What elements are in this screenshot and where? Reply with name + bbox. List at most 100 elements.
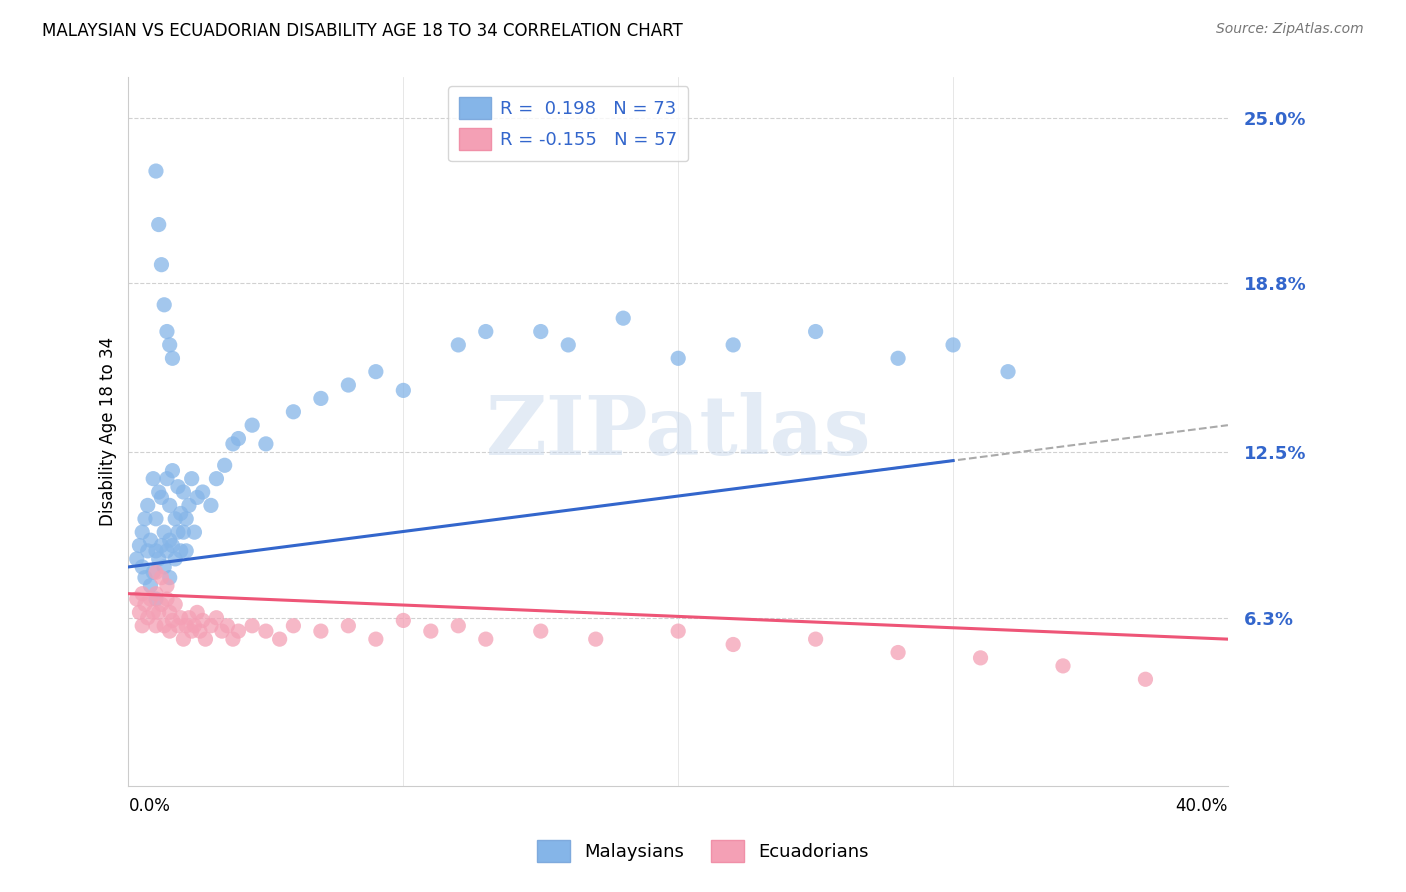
Point xyxy=(191,485,214,500)
Point xyxy=(337,619,360,633)
Point xyxy=(145,592,167,607)
Point xyxy=(186,491,208,505)
Point xyxy=(167,619,190,633)
Legend: R =  0.198   N = 73, R = -0.155   N = 57: R = 0.198 N = 73, R = -0.155 N = 57 xyxy=(449,87,689,161)
Point xyxy=(162,614,184,628)
Point xyxy=(153,619,176,633)
Point xyxy=(392,614,415,628)
Point xyxy=(148,218,170,232)
Point xyxy=(222,632,245,647)
Point xyxy=(167,525,190,540)
Point xyxy=(447,338,470,352)
Point xyxy=(612,311,634,326)
Point xyxy=(131,587,153,601)
Point xyxy=(174,544,197,558)
Point xyxy=(177,499,200,513)
Point xyxy=(666,351,689,366)
Point xyxy=(804,325,827,339)
Point xyxy=(475,325,498,339)
Text: Source: ZipAtlas.com: Source: ZipAtlas.com xyxy=(1216,22,1364,37)
Point xyxy=(165,512,187,526)
Point xyxy=(150,571,173,585)
Point xyxy=(887,351,910,366)
Point xyxy=(721,338,744,352)
Point xyxy=(228,624,250,639)
Point xyxy=(159,499,181,513)
Point xyxy=(254,437,277,451)
Point xyxy=(172,525,194,540)
Point xyxy=(142,566,165,580)
Point xyxy=(942,338,965,352)
Point xyxy=(162,351,184,366)
Point xyxy=(183,619,205,633)
Point xyxy=(172,485,194,500)
Point xyxy=(804,632,827,647)
Point xyxy=(240,418,263,433)
Point xyxy=(392,384,415,398)
Point xyxy=(217,619,239,633)
Point xyxy=(134,512,156,526)
Point xyxy=(134,598,156,612)
Point xyxy=(145,587,167,601)
Point xyxy=(530,624,553,639)
Text: ZIPatlas: ZIPatlas xyxy=(485,392,870,472)
Point xyxy=(148,485,170,500)
Point xyxy=(156,592,179,607)
Point xyxy=(186,606,208,620)
Point xyxy=(131,525,153,540)
Point xyxy=(228,432,250,446)
Point xyxy=(162,539,184,553)
Point xyxy=(240,619,263,633)
Point xyxy=(180,624,202,639)
Point xyxy=(183,525,205,540)
Point xyxy=(145,544,167,558)
Point xyxy=(125,592,148,607)
Point xyxy=(150,258,173,272)
Point xyxy=(254,624,277,639)
Point xyxy=(145,512,167,526)
Point xyxy=(142,472,165,486)
Point xyxy=(156,544,179,558)
Point xyxy=(419,624,441,639)
Point xyxy=(194,632,217,647)
Point xyxy=(180,472,202,486)
Point xyxy=(148,552,170,566)
Point xyxy=(283,619,305,633)
Point xyxy=(214,458,236,473)
Point xyxy=(153,525,176,540)
Point xyxy=(136,611,159,625)
Point xyxy=(364,365,387,379)
Point xyxy=(475,632,498,647)
Point xyxy=(447,619,470,633)
Point xyxy=(205,611,228,625)
Point xyxy=(174,619,197,633)
Point xyxy=(188,624,211,639)
Point xyxy=(170,507,193,521)
Point xyxy=(131,619,153,633)
Point xyxy=(172,632,194,647)
Point xyxy=(128,539,150,553)
Text: 0.0%: 0.0% xyxy=(128,797,170,815)
Point xyxy=(136,544,159,558)
Point xyxy=(666,624,689,639)
Point xyxy=(150,598,173,612)
Point xyxy=(150,539,173,553)
Legend: Malaysians, Ecuadorians: Malaysians, Ecuadorians xyxy=(530,833,876,870)
Point xyxy=(969,651,991,665)
Point xyxy=(557,338,579,352)
Point xyxy=(997,365,1019,379)
Point xyxy=(211,624,233,639)
Point xyxy=(153,298,176,312)
Point xyxy=(131,560,153,574)
Point xyxy=(139,592,162,607)
Point xyxy=(159,624,181,639)
Point xyxy=(156,579,179,593)
Point xyxy=(205,472,228,486)
Point xyxy=(128,606,150,620)
Point xyxy=(222,437,245,451)
Point xyxy=(162,464,184,478)
Point xyxy=(309,392,332,406)
Point xyxy=(156,472,179,486)
Point xyxy=(159,533,181,548)
Point xyxy=(156,325,179,339)
